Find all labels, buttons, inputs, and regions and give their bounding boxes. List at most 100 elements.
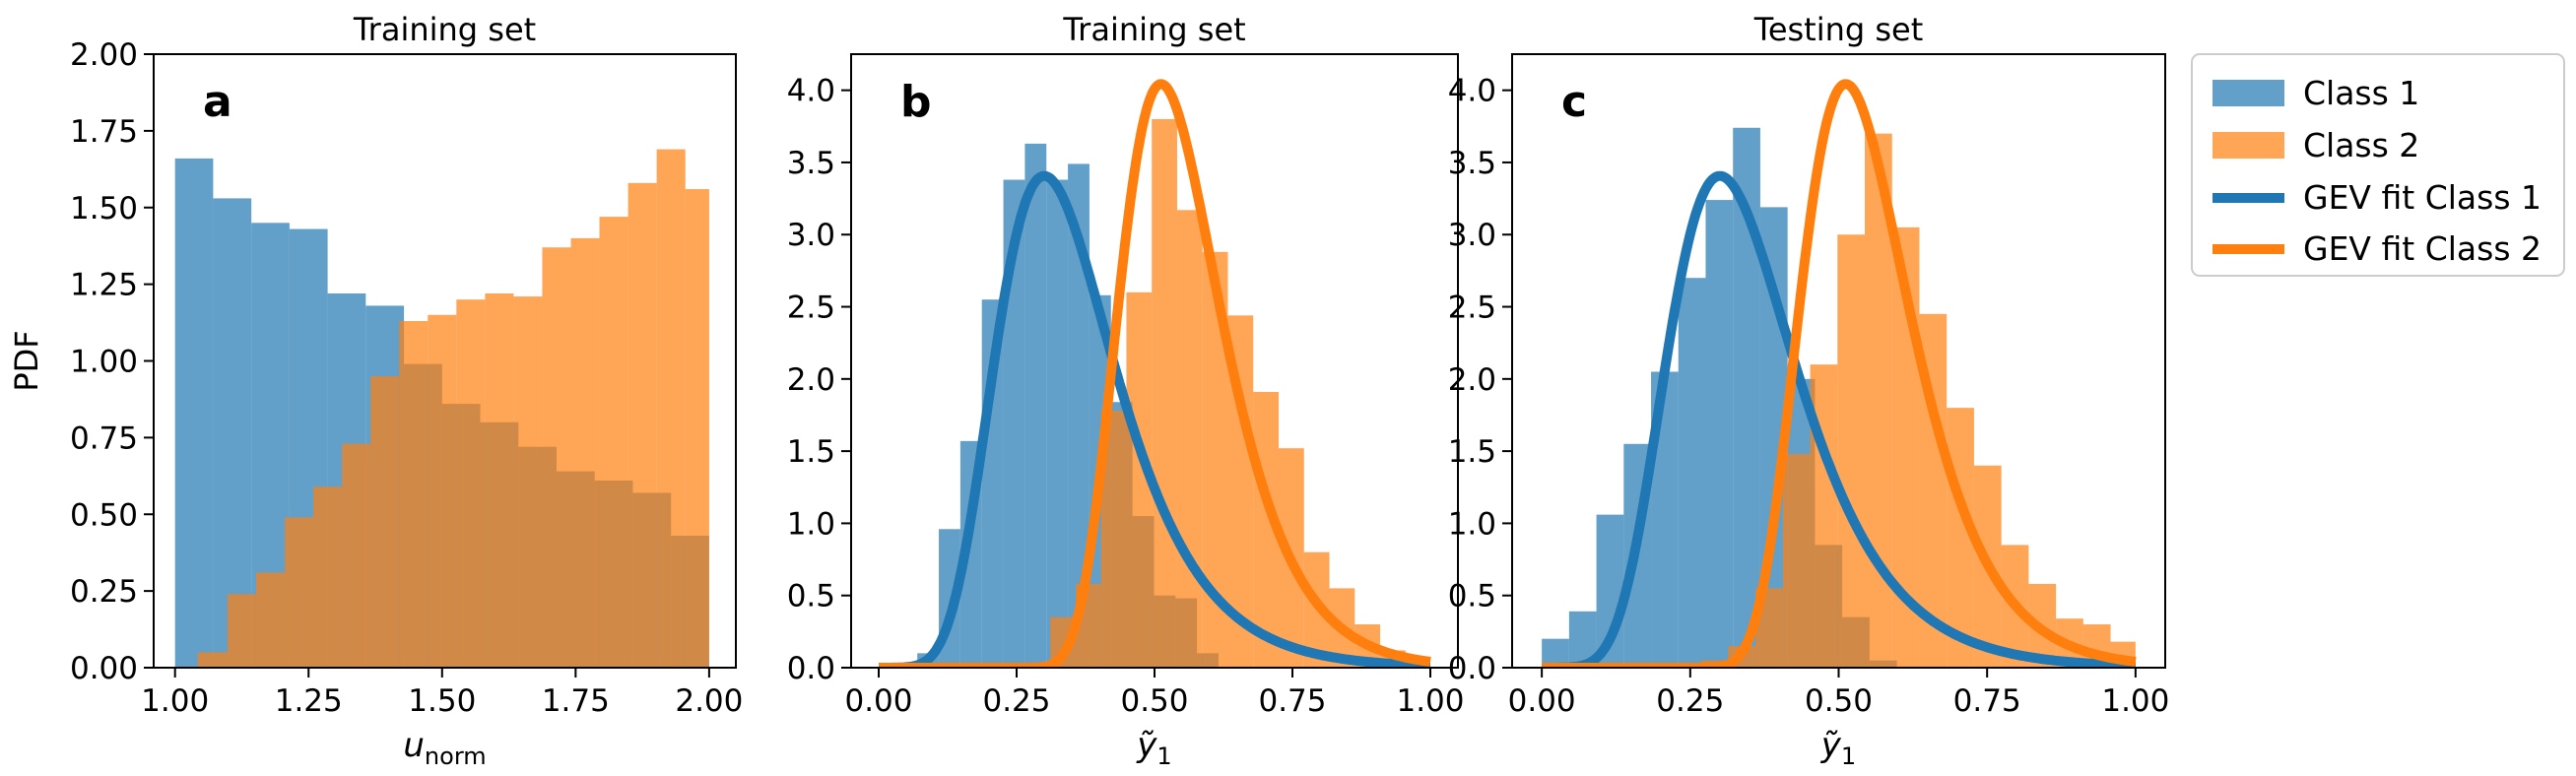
hist-bar-class2 (313, 486, 343, 668)
y-tick-label: 3.5 (1448, 146, 1496, 181)
x-tick-label: 1.50 (408, 683, 476, 719)
hist-bar-class2 (627, 182, 657, 668)
y-tick-label: 0.75 (70, 420, 138, 456)
y-axis-label: PDF (8, 330, 45, 391)
hist-bar-class2 (685, 189, 709, 668)
legend-swatch-class1 (2213, 80, 2284, 106)
y-tick-label: 3.5 (787, 146, 835, 181)
panel-label: b (900, 77, 932, 127)
x-tick-label: 0.00 (844, 683, 912, 719)
x-axis-label-sub: 1 (1841, 743, 1856, 770)
hist-bar-class1 (1068, 163, 1090, 668)
hist-bar-class2 (428, 314, 457, 668)
legend-label-gev1: GEV fit Class 1 (2303, 178, 2542, 217)
y-tick-label: 1.00 (70, 345, 138, 380)
x-axis-label: ỹ1 (1820, 726, 1856, 770)
panels-group: 1.00 1.25 1.50 1.75 2.000.000.250.500.751.00… (8, 11, 2169, 770)
gev-fit-class2-line (1539, 79, 2139, 668)
x-tick-label: 2.00 (675, 683, 743, 719)
y-tick-label: 3.0 (1448, 218, 1496, 253)
y-tick-label: 0.50 (70, 497, 138, 533)
y-tick-label: 0.25 (70, 574, 138, 610)
gev-fit-class1-line (1539, 170, 2139, 668)
y-tick-label: 0.5 (1448, 579, 1496, 614)
y-tick-label: 0.5 (787, 579, 835, 614)
hist-bar-class2 (1176, 210, 1203, 668)
y-tick-label: 1.0 (1448, 506, 1496, 542)
panel-title: Testing set (1753, 11, 1924, 48)
x-axis-label-main: u (403, 726, 425, 765)
hist-bar-class2 (570, 237, 600, 668)
x-tick-label: 0.75 (1953, 683, 2021, 719)
y-tick-label: 2.00 (70, 37, 138, 73)
x-axis-label-sub: norm (425, 743, 487, 770)
hist-bar-class2 (456, 299, 486, 668)
hist-bar-class1 (174, 158, 214, 668)
panel-title: Training set (1062, 11, 1245, 48)
y-tick-label: 2.5 (787, 291, 835, 326)
hist-bar-class2 (255, 572, 286, 668)
y-tick-label: 1.25 (70, 268, 138, 303)
hist-bar-class2 (542, 247, 571, 668)
hist-bar-class1 (1003, 179, 1025, 668)
panel-label: a (203, 77, 232, 127)
hist-bar-class2 (1152, 118, 1177, 668)
x-tick-label: 0.50 (1120, 683, 1188, 719)
x-tick-label: 1.00 (2101, 683, 2169, 719)
y-tick-label: 4.0 (787, 74, 835, 109)
x-tick-label: 1.75 (542, 683, 610, 719)
y-tick-label: 3.0 (787, 218, 835, 253)
panel-a: 1.00 1.25 1.50 1.75 2.00 0.00 0.25 0.50 0.75 1.00… (8, 11, 743, 770)
legend-label-gev2: GEV fit Class 2 (2303, 229, 2542, 268)
x-axis-label: unorm (403, 726, 486, 770)
x-axis-label-main: ỹ (1820, 726, 1842, 765)
y-tick-label: 0.00 (70, 651, 138, 686)
y-tick-label: 2.0 (787, 362, 835, 398)
y-tick-label: 0.0 (1448, 651, 1496, 686)
hist-bar-class2 (656, 149, 686, 668)
hist-bar-class2 (399, 321, 429, 668)
x-tick-label: 1.25 (275, 683, 343, 719)
legend-label-class1: Class 1 (2303, 74, 2419, 112)
y-tick-label: 1.50 (70, 191, 138, 226)
hist-bar-class2 (285, 517, 314, 668)
x-tick-label: 0.75 (1258, 683, 1326, 719)
legend-swatch-class2 (2213, 132, 2284, 159)
x-axis-label-main: ỹ (1136, 726, 1157, 765)
x-tick-label: 0.50 (1805, 683, 1873, 719)
hist-bar-class2 (1782, 454, 1811, 668)
x-axis-label: ỹ1 (1136, 726, 1171, 770)
hist-bar-class2 (1837, 234, 1866, 668)
panel-label: c (1561, 77, 1587, 127)
hist-bar-class1 (213, 198, 252, 668)
y-tick-label: 4.0 (1448, 74, 1496, 109)
x-tick-label: 0.00 (1508, 683, 1576, 719)
y-tick-label: 2.0 (1448, 362, 1496, 398)
hist-bar-class2 (370, 376, 400, 668)
x-tick-label: 1.00 (1396, 683, 1464, 719)
y-tick-label: 1.0 (787, 506, 835, 542)
y-tick-label: 2.5 (1448, 291, 1496, 326)
hist-bar-class2 (513, 296, 543, 668)
hist-bar-class2 (599, 217, 628, 668)
hist-bar-class1 (1678, 278, 1706, 668)
hist-bar-class2 (342, 443, 371, 668)
x-tick-label: 0.25 (982, 683, 1050, 719)
legend-frame (2191, 53, 2565, 277)
y-tick-label: 1.5 (787, 434, 835, 470)
y-tick-label: 1.75 (70, 114, 138, 150)
y-tick-label: 1.5 (1448, 434, 1496, 470)
x-tick-label: 1.00 (141, 683, 209, 719)
gev-fit-class1-line (875, 170, 1434, 668)
x-tick-label: 0.25 (1656, 683, 1724, 719)
legend-label-class2: Class 2 (2303, 126, 2419, 164)
hist-bar-class2 (197, 652, 228, 668)
legend: Class 1 Class 2 GEV fit Class 1 GEV fit … (2191, 53, 2565, 277)
hist-bar-class1 (1046, 179, 1069, 668)
hist-bar-class1 (1705, 200, 1734, 668)
plot-area (875, 79, 1434, 668)
plot-area (1539, 79, 2139, 668)
panel-c: 0.00 0.25 0.50 0.75 1.00 0.0 0.5 1.0 1.5 2.0 2.5 3.… (1448, 11, 2170, 770)
y-tick-label: 0.0 (787, 651, 835, 686)
